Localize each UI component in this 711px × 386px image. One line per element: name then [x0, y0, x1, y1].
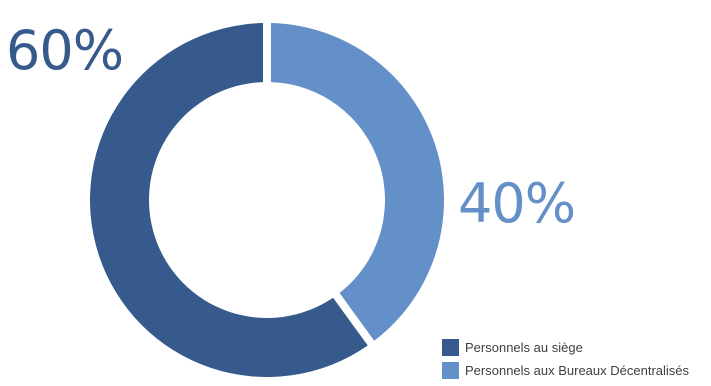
legend-item-personnels-au-siege: Personnels au siège: [442, 338, 689, 357]
data-label-personnels-bureaux-decentralises: 40%: [458, 172, 576, 235]
legend-swatch-personnels-au-siege: [442, 339, 459, 356]
legend: Personnels au siège Personnels aux Burea…: [442, 338, 689, 384]
legend-label-personnels-bureaux-decentralises: Personnels aux Bureaux Décentralisés: [465, 363, 690, 378]
legend-label-personnels-au-siege: Personnels au siège: [465, 340, 583, 355]
slice-personnels-au-siege: [90, 23, 368, 377]
legend-swatch-personnels-bureaux-decentralises: [442, 362, 459, 379]
slice-personnels-bureaux-decentralises: [270, 23, 444, 341]
legend-item-personnels-bureaux-decentralises: Personnels aux Bureaux Décentralisés: [442, 361, 689, 380]
data-label-personnels-au-siege: 60%: [6, 19, 124, 82]
